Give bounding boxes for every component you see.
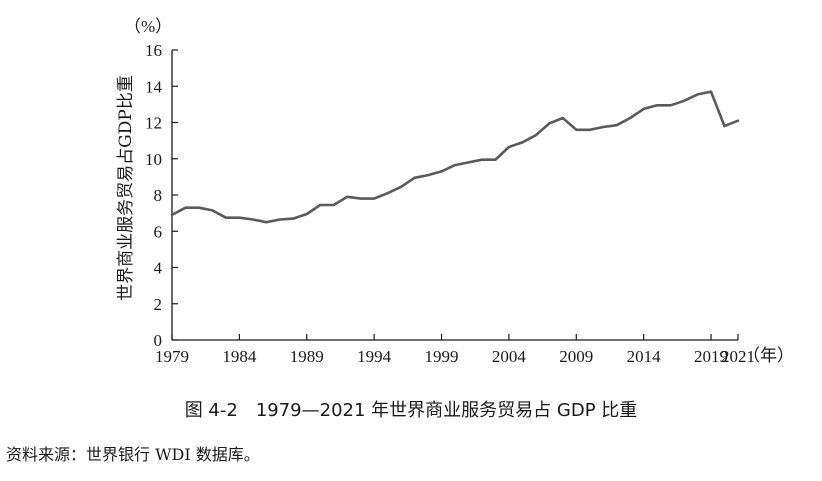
y-tick-label: 4 <box>154 259 163 278</box>
data-point <box>696 93 699 96</box>
x-tick-label: 1979 <box>155 347 189 366</box>
data-point <box>359 197 362 200</box>
data-point <box>575 128 578 131</box>
y-tick-label: 10 <box>145 150 162 169</box>
y-tick-label: 0 <box>154 331 163 350</box>
data-point <box>642 108 645 110</box>
data-point <box>548 122 551 125</box>
data-point <box>440 170 443 173</box>
source-note: 资料来源：世界银行 WDI 数据库。 <box>6 445 260 464</box>
figure-caption: 图 4-2 1979—2021 年世界商业服务贸易占 GDP 比重 <box>184 400 638 421</box>
data-point <box>534 134 537 137</box>
x-tick-label: 1994 <box>357 347 392 366</box>
data-point <box>683 99 685 102</box>
data-point <box>467 161 470 164</box>
x-tick-label: 2004 <box>492 347 527 366</box>
data-point <box>198 206 200 209</box>
data-point <box>171 214 173 216</box>
data-point <box>332 204 335 206</box>
data-point <box>251 218 254 221</box>
y-tick-label: 8 <box>154 186 163 205</box>
data-point <box>184 206 187 209</box>
x-tick-label: 2009 <box>559 347 593 366</box>
x-tick-label: 2014 <box>627 347 662 366</box>
x-tick-label: 1989 <box>290 347 324 366</box>
data-point <box>292 217 295 220</box>
data-point <box>238 216 241 219</box>
data-point <box>211 209 214 212</box>
data-point <box>305 213 308 215</box>
data-point <box>481 158 483 161</box>
data-point <box>521 141 524 144</box>
series-line <box>170 90 740 224</box>
x-tick-label: 2021 <box>721 347 755 366</box>
data-point <box>723 125 726 128</box>
data-point <box>400 185 402 188</box>
data-point <box>494 158 497 161</box>
y-tick-label: 2 <box>154 295 163 314</box>
y-tick-label: 6 <box>154 222 163 241</box>
x-tick-label: 1999 <box>425 347 459 366</box>
x-tick-label: 2019 <box>694 347 728 366</box>
y-unit-label: （%） <box>124 17 172 36</box>
data-point <box>629 117 632 119</box>
data-point <box>615 124 618 127</box>
data-point <box>319 204 322 206</box>
y-tick-label: 14 <box>145 77 163 96</box>
data-point <box>386 192 389 195</box>
data-point <box>710 90 712 93</box>
data-point <box>346 195 349 198</box>
series-group <box>170 90 740 224</box>
data-point <box>413 176 416 179</box>
axes <box>171 50 738 341</box>
x-unit-label: （年） <box>743 346 794 365</box>
data-point <box>602 126 605 128</box>
y-axis-title: 世界商业服务贸易占GDP比重 <box>116 75 136 301</box>
data-point <box>225 216 227 219</box>
data-point <box>588 128 591 131</box>
data-point <box>454 164 456 166</box>
data-point <box>669 104 672 107</box>
data-point <box>508 146 510 148</box>
y-tick-label: 12 <box>145 114 162 133</box>
data-point <box>278 218 281 221</box>
data-point <box>265 221 268 224</box>
data-point <box>427 174 429 176</box>
data-point <box>737 119 739 122</box>
y-axis-ticks: 0 2 4 6 8 10 12 14 16 <box>145 41 178 350</box>
x-tick-label: 1984 <box>222 347 257 366</box>
y-tick-label: 16 <box>145 41 162 60</box>
data-point <box>561 117 564 119</box>
data-point <box>373 197 376 200</box>
line-chart: （%） （年） 世界商业服务贸易占GDP比重 0 2 4 6 8 10 12 14 16 197… <box>116 17 794 366</box>
data-point <box>656 104 659 107</box>
